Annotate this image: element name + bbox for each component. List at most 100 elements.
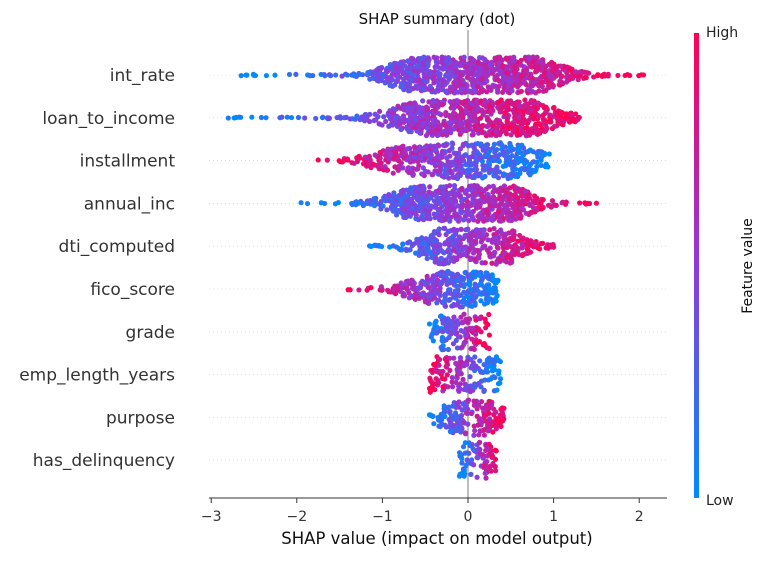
shap-dot <box>497 192 503 199</box>
shap-dot <box>487 227 493 233</box>
shap-dot <box>442 217 448 223</box>
shap-dot <box>435 104 441 110</box>
shap-dot <box>450 416 457 422</box>
shap-dot <box>472 294 479 301</box>
shap-dot <box>493 468 499 474</box>
shap-dot <box>522 97 528 103</box>
shap-dot <box>486 184 492 190</box>
shap-dot <box>390 243 396 249</box>
shap-dot <box>495 104 501 110</box>
shap-dot <box>384 207 390 213</box>
shap-dot <box>436 356 443 363</box>
shap-dot <box>504 186 510 192</box>
shap-dot <box>473 170 480 176</box>
shap-dot <box>447 250 453 257</box>
shap-dot <box>517 170 523 176</box>
shap-dot <box>483 325 489 331</box>
shap-dot <box>524 125 530 131</box>
shap-dot <box>466 440 472 446</box>
shap-dot <box>454 216 460 222</box>
shap-dot <box>480 236 486 242</box>
feature-label: dti_computed <box>59 237 175 257</box>
shap-dot <box>492 149 498 156</box>
shap-dot <box>504 70 510 76</box>
shap-dot <box>461 275 467 281</box>
shap-dot <box>478 98 484 104</box>
shap-dot <box>418 194 424 200</box>
feature-label: emp_length_years <box>19 366 175 386</box>
shap-dot <box>464 450 470 456</box>
shap-dot <box>429 236 435 243</box>
shap-dot <box>421 240 428 247</box>
shap-dot <box>459 460 465 466</box>
shap-dot <box>406 81 413 87</box>
shap-dot <box>437 261 443 267</box>
shap-dot <box>464 198 471 205</box>
shap-dot <box>575 116 581 122</box>
shap-dot <box>420 184 427 190</box>
shap-dot <box>284 114 290 120</box>
shap-dot <box>437 72 443 78</box>
shap-dot <box>504 214 510 221</box>
x-ticks: −3 −2 −1 0 1 2 <box>201 498 644 525</box>
shap-dot <box>461 289 467 295</box>
shap-dot <box>494 293 500 300</box>
shap-dot <box>482 342 488 348</box>
shap-dot <box>452 118 458 124</box>
shap-dot <box>482 316 488 322</box>
feature-dot-row <box>426 354 504 395</box>
shap-dot <box>405 212 412 219</box>
shap-dot <box>461 283 467 290</box>
shap-dot <box>435 368 441 374</box>
shap-dot <box>470 67 476 73</box>
shap-dot <box>508 132 514 138</box>
shap-dot <box>564 70 570 76</box>
shap-dot <box>410 105 416 111</box>
shap-dot <box>450 161 456 168</box>
shap-dot <box>462 251 468 257</box>
shap-dot <box>533 241 539 248</box>
shap-dot <box>497 380 503 386</box>
x-tick-label: 1 <box>549 509 558 525</box>
shap-dot <box>478 368 484 374</box>
shap-dot <box>445 346 451 353</box>
shap-dot <box>538 241 544 247</box>
shap-dot <box>400 241 406 247</box>
shap-dot <box>393 65 399 71</box>
shap-dot <box>431 228 438 235</box>
shap-dot <box>429 172 435 178</box>
shap-dot <box>446 74 452 80</box>
shap-dot <box>429 413 435 419</box>
shap-dot <box>462 440 468 446</box>
shap-dot <box>433 282 439 288</box>
shap-dot <box>469 336 475 342</box>
shap-dot <box>577 200 583 206</box>
shap-dot <box>334 114 340 121</box>
shap-dot <box>522 102 528 108</box>
shap-dot <box>408 129 414 135</box>
shap-dot <box>444 372 450 378</box>
shap-dot <box>495 209 501 215</box>
shap-dot <box>452 231 459 237</box>
shap-dot <box>541 105 547 111</box>
shap-dot <box>381 114 387 120</box>
shap-dot <box>492 196 498 202</box>
shap-dot <box>454 330 460 336</box>
shap-dot <box>417 56 423 63</box>
shap-dot <box>476 446 482 452</box>
shap-dot <box>498 218 504 224</box>
shap-dot <box>404 73 410 79</box>
shap-dot <box>349 201 355 208</box>
shap-dot <box>437 217 443 223</box>
shap-dot <box>539 79 545 85</box>
shap-dot <box>238 114 244 120</box>
shap-dot <box>539 73 545 79</box>
shap-dot <box>470 325 476 331</box>
shap-dot <box>371 117 377 124</box>
shap-dot <box>468 202 474 208</box>
shap-dot <box>595 72 601 78</box>
shap-dot <box>493 57 499 63</box>
shap-dot <box>412 154 418 161</box>
x-tick-label: −2 <box>286 509 307 525</box>
shap-dot <box>451 355 457 361</box>
